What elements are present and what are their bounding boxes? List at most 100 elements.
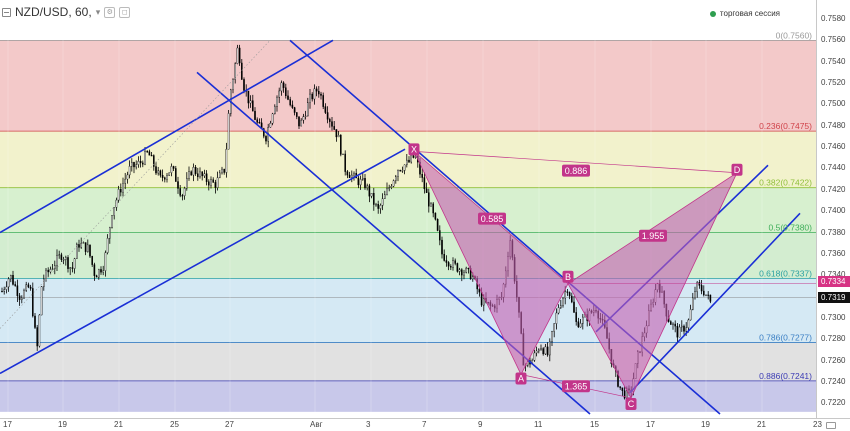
time-tick-label: 17 <box>646 420 655 429</box>
candle-body <box>227 113 230 150</box>
candle-body <box>326 112 329 120</box>
candle-body <box>174 168 177 182</box>
candle-body <box>126 174 129 180</box>
candle-body <box>51 268 54 270</box>
harmonic-pattern: X A B C D 0.886 0.585 1.955 1.365 <box>408 143 816 410</box>
candle-body <box>322 95 325 107</box>
candle-body <box>27 284 30 288</box>
candle-body <box>436 218 439 231</box>
candle-body <box>348 174 351 178</box>
pattern-point-label-bg <box>562 270 574 283</box>
candle-body <box>333 126 336 130</box>
pattern-point-label: A <box>518 374 524 384</box>
time-tick-label: 27 <box>225 420 234 429</box>
price-tick-label: 0.7300 <box>821 312 846 322</box>
candle-body <box>472 276 474 280</box>
candle-body <box>256 119 259 123</box>
candle-body <box>137 161 140 165</box>
candle-body <box>168 172 171 176</box>
candle-body <box>150 155 153 157</box>
time-tick-label: 19 <box>701 420 710 429</box>
candle-body <box>443 253 446 261</box>
chart-canvas[interactable]: X A B C D 0.886 0.585 1.955 1.365 0(0.7560) 0.236… <box>0 0 816 418</box>
candle-body <box>362 178 364 180</box>
pattern-ratio-label-bg <box>639 229 667 242</box>
fib-level-label: 0.5(0.7380) <box>769 223 813 233</box>
hide-button[interactable]: ◻ <box>119 6 131 18</box>
settings-button[interactable]: ⚙ <box>104 6 116 18</box>
candle-body <box>95 275 98 278</box>
candle-body <box>181 195 184 197</box>
candle-body <box>58 254 60 256</box>
candle-body <box>544 346 547 355</box>
candle-body <box>315 88 318 92</box>
candle-body <box>296 112 298 117</box>
candle-body <box>366 185 369 189</box>
candle-body <box>155 166 157 174</box>
candle-body <box>676 325 679 338</box>
candle-body <box>386 188 388 195</box>
candle-body <box>163 177 166 180</box>
symbol-bar[interactable]: NZD/USD, 60, ▾ ⚙ ◻ <box>2 5 131 19</box>
candle-body <box>86 244 89 252</box>
candle-body <box>553 323 555 332</box>
candle-body <box>285 87 287 97</box>
trading-session-indicator: торговая сессия <box>709 9 780 18</box>
candle-body <box>199 171 201 178</box>
symbol-name[interactable]: NZD/USD, 60, <box>15 5 92 19</box>
pattern-point-label-bg <box>625 397 637 410</box>
price-tick-label: 0.7220 <box>821 398 846 408</box>
candle-body <box>564 291 566 299</box>
pattern-point-label-bg <box>408 143 420 156</box>
candle-body <box>240 62 243 80</box>
chart-menu-icon[interactable] <box>2 7 11 17</box>
candle-body <box>359 179 362 186</box>
candle-body <box>124 178 126 184</box>
candle-body <box>388 187 391 190</box>
session-dot-icon <box>709 10 716 17</box>
pattern-point-label: X <box>411 145 417 155</box>
candle-body <box>408 159 410 163</box>
scale-corner-icon[interactable] <box>826 422 836 429</box>
candle-body <box>582 316 584 324</box>
candle-body <box>32 288 34 317</box>
candle-body <box>562 297 564 306</box>
candle-body <box>111 215 113 228</box>
pattern-ratio-label-bg <box>562 164 590 177</box>
fib-level-label: 0(0.7560) <box>776 30 813 40</box>
candle-body <box>36 327 38 347</box>
candle-body <box>170 166 173 173</box>
candle-body <box>709 294 712 302</box>
candle-body <box>221 168 223 174</box>
pattern-bcd-triangle <box>567 171 738 399</box>
candle-body <box>577 321 580 328</box>
price-axis[interactable]: 0.7580 0.7560 0.7540 0.7520 0.7500 0.7480 0.74… <box>816 0 850 418</box>
candle-body <box>38 314 41 347</box>
price-tick-label: 0.7560 <box>821 35 846 45</box>
candle-body <box>258 122 261 124</box>
candle-body <box>108 227 111 239</box>
chart-area[interactable]: X A B C D 0.886 0.585 1.955 1.365 0(0.7560) 0.236… <box>0 0 816 418</box>
time-axis[interactable]: 17 19 21 25 27 Авг 3 7 9 11 15 17 19 21 23 <box>0 418 850 431</box>
candle-body <box>104 252 107 271</box>
candle-body <box>555 312 558 324</box>
candle-body <box>678 326 681 338</box>
candle-body <box>551 331 553 342</box>
dotted-guide-line <box>0 40 271 329</box>
price-tick-label: 0.7480 <box>821 120 846 130</box>
pattern-point-label-bg <box>515 372 527 385</box>
candle-body <box>392 180 395 187</box>
candle-body <box>560 305 562 308</box>
fib-level-label: 0.618(0.7337) <box>759 268 812 278</box>
candle-body <box>450 266 452 268</box>
candle-body <box>406 159 408 166</box>
candle-body <box>223 168 226 173</box>
chevron-down-icon[interactable]: ▾ <box>95 6 101 17</box>
candle-body <box>130 162 133 167</box>
candle-body <box>573 301 575 313</box>
candle-body <box>139 161 142 164</box>
candle-body <box>177 181 179 189</box>
candle-body <box>351 174 353 178</box>
candle-body <box>84 242 87 252</box>
fib-level-label: 0.886(0.7241) <box>759 371 812 381</box>
